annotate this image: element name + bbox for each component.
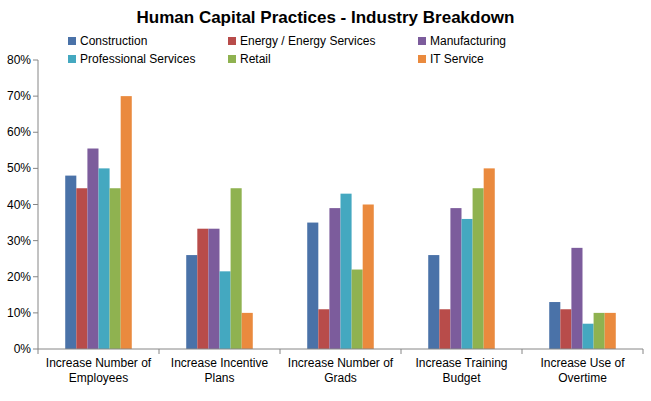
bar [76,188,87,349]
x-tick [159,349,160,354]
y-tick-label: 20% [7,270,31,284]
y-tick-label: 10% [7,306,31,320]
bar [231,188,242,349]
legend-label: IT Service [430,52,484,66]
x-tick-label: Increase Number ofGrads [288,356,394,385]
legend-entry: Manufacturing [418,34,506,48]
x-tick-label-line: Grads [324,371,357,385]
x-tick-label-line: Increase Number of [46,356,152,370]
legend-swatch [418,37,426,45]
legend-swatch [68,37,76,45]
bar [560,309,571,349]
bar [571,248,582,349]
legend-swatch [418,55,426,63]
bar [594,313,605,349]
x-tick [522,349,523,354]
y-tick [33,96,38,97]
bar [583,324,594,349]
y-tick-label: 0% [14,342,32,356]
x-tick [38,349,39,354]
x-tick-label-line: Increase Incentive [171,356,269,370]
chart: Human Capital Practices - Industry Break… [0,0,651,401]
bar [473,188,484,349]
y-tick [33,204,38,205]
y-tick [33,168,38,169]
bar [352,270,363,349]
legend-swatch [228,37,236,45]
x-tick [401,349,402,354]
title: Human Capital Practices - Industry Break… [137,8,515,27]
x-tick [280,349,281,354]
y-tick-label: 50% [7,161,31,175]
legend-label: Construction [80,34,147,48]
bar [341,194,352,349]
legend-label: Retail [240,52,271,66]
bar [186,255,197,349]
y-tick-label: 80% [7,53,31,67]
bar [220,271,231,349]
bar [428,255,439,349]
bar [462,219,473,349]
x-tick-label-line: Increase Number of [288,356,394,370]
y-tick-label: 40% [7,198,31,212]
bar [363,205,374,350]
legend-swatch [228,55,236,63]
legend-entry: Retail [228,52,271,66]
bar [121,96,132,349]
bar [450,208,461,349]
x-tick-label: Increase Use ofOvertime [540,356,625,385]
legend-entry: Professional Services [68,52,195,66]
bar [484,168,495,349]
bar [65,176,76,349]
y-tick-label: 70% [7,89,31,103]
bar [197,229,208,349]
bar [208,229,219,349]
y-tick [33,276,38,277]
legend-label: Energy / Energy Services [240,34,375,48]
legend-swatch [68,55,76,63]
bar [307,223,318,349]
x-axis [38,349,643,350]
y-tick-label: 60% [7,125,31,139]
bar [110,188,121,349]
bars [65,96,616,349]
bar [318,309,329,349]
y-tick [33,240,38,241]
legend-entry: IT Service [418,52,484,66]
y-tick [33,349,38,350]
x-tick-label-line: Increase Training [415,356,507,370]
bar [329,208,340,349]
x-tick-label-line: Budget [442,371,481,385]
x-tick-label: Increase Number ofEmployees [46,356,152,385]
legend-label: Professional Services [80,52,195,66]
bar [87,149,98,349]
background [0,0,651,401]
bar [439,309,450,349]
y-tick-label: 30% [7,234,31,248]
x-tick-label: Increase TrainingBudget [415,356,507,385]
x-tick-label-line: Plans [204,371,234,385]
y-tick [33,312,38,313]
x-tick-label: Increase IncentivePlans [171,356,269,385]
bar [99,168,110,349]
x-tick-label-line: Overtime [558,371,607,385]
bar [549,302,560,349]
legend-entry: Energy / Energy Services [228,34,375,48]
bar [605,313,616,349]
y-tick [33,132,38,133]
legend-label: Manufacturing [430,34,506,48]
legend-entry: Construction [68,34,147,48]
x-tick-label-line: Employees [69,371,128,385]
x-tick-label-line: Increase Use of [540,356,625,370]
bar [242,313,253,349]
y-tick [33,60,38,61]
x-tick [643,349,644,354]
